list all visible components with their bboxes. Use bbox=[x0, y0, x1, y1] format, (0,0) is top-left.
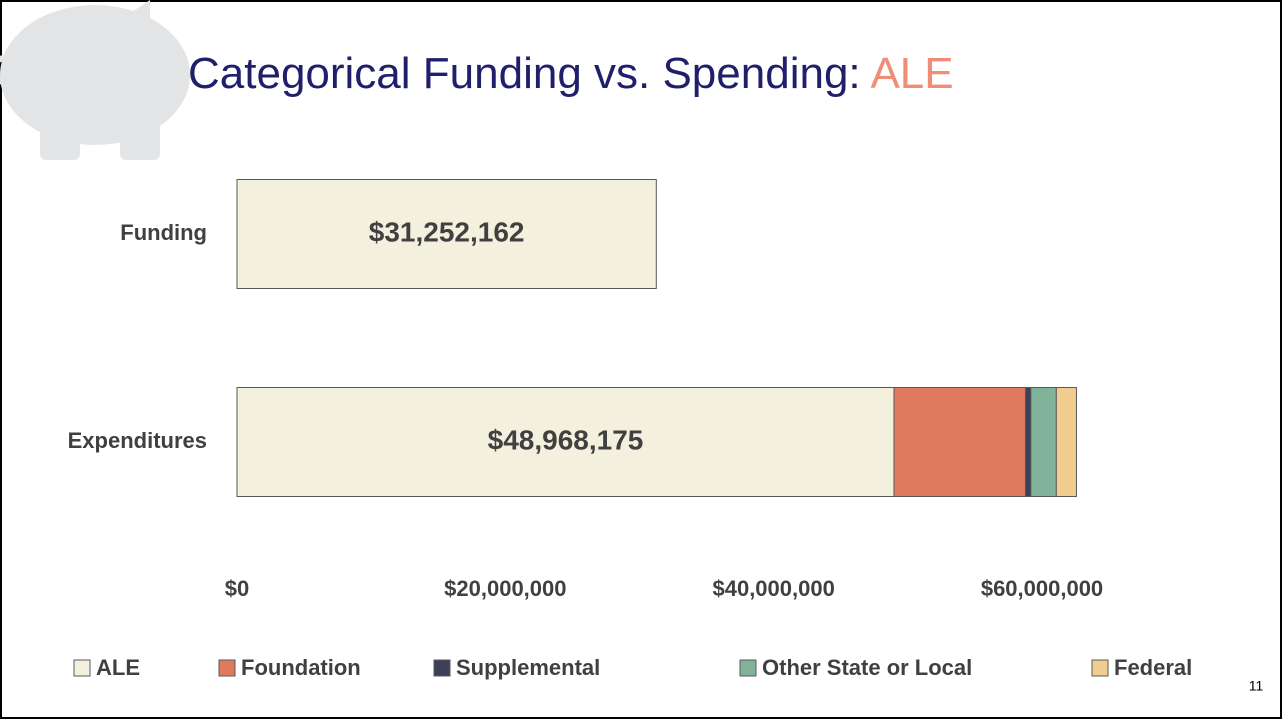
data-label: $48,968,175 bbox=[488, 424, 644, 455]
y-tick-label: Expenditures bbox=[68, 428, 207, 453]
data-label: $31,252,162 bbox=[369, 216, 525, 247]
title-highlight: ALE bbox=[870, 49, 953, 98]
legend-swatch bbox=[218, 659, 236, 677]
bar-segment bbox=[1030, 387, 1057, 497]
chart-title: Categorical Funding vs. Spending: ALE bbox=[188, 49, 954, 98]
page-number: 11 bbox=[1249, 678, 1264, 694]
legend-label: Supplemental bbox=[456, 655, 600, 680]
legend-label: ALE bbox=[96, 655, 140, 680]
title-text: Categorical Funding vs. Spending: bbox=[188, 49, 870, 98]
legend-swatch bbox=[1091, 659, 1109, 677]
legend-swatch bbox=[433, 659, 451, 677]
legend-label: Other State or Local bbox=[762, 655, 972, 680]
bar-segment bbox=[236, 387, 895, 497]
legend-label: Federal bbox=[1114, 655, 1192, 680]
piggy-icon bbox=[0, 0, 190, 160]
bar-segment bbox=[893, 387, 1026, 497]
legend-swatch bbox=[739, 659, 757, 677]
x-tick-label: $20,000,000 bbox=[444, 576, 566, 601]
y-tick-label: Funding bbox=[120, 220, 207, 245]
bar-segment bbox=[1055, 387, 1077, 497]
legend-label: Foundation bbox=[241, 655, 361, 680]
bar-segment bbox=[1024, 387, 1032, 497]
bar-segment bbox=[236, 179, 657, 289]
x-tick-label: $0 bbox=[225, 576, 249, 601]
legend-swatch bbox=[73, 659, 91, 677]
x-tick-label: $40,000,000 bbox=[712, 576, 834, 601]
x-tick-label: $60,000,000 bbox=[981, 576, 1103, 601]
